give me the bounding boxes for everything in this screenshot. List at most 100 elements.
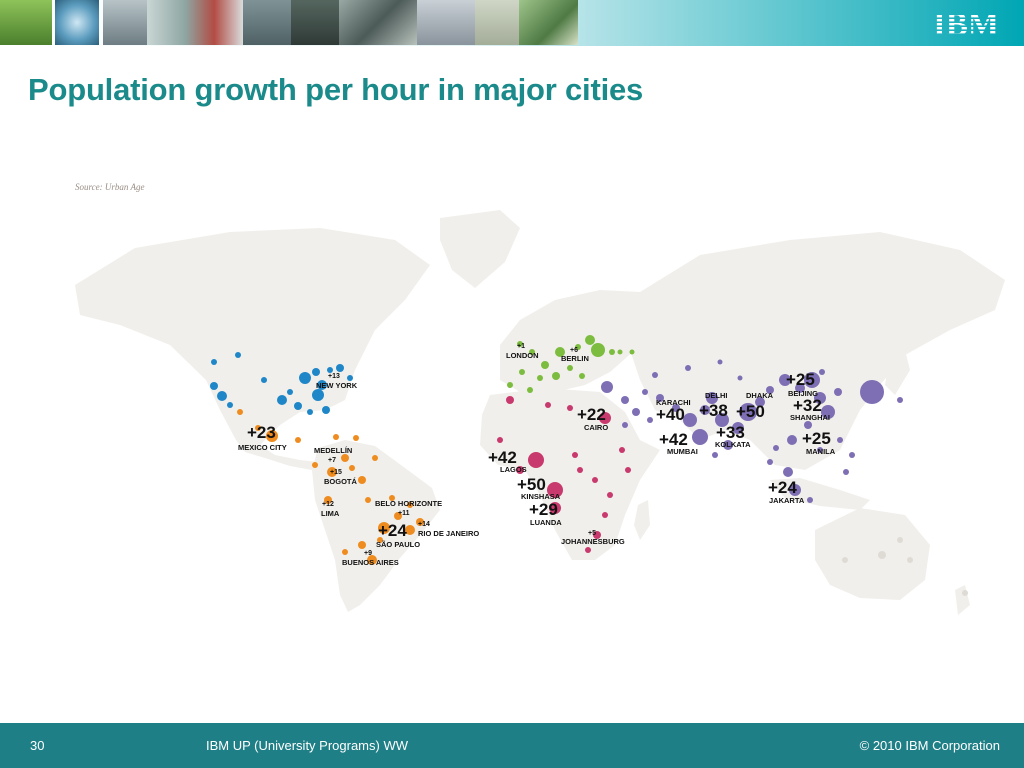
city-dot [795,383,805,393]
city-dot [210,382,218,390]
city-label: LAGOS [500,465,527,474]
growth-label: +38 [699,401,728,420]
city-label: SÃO PAULO [376,540,420,549]
city-dot [843,469,849,475]
thumbnail-map [475,0,519,45]
city-label: MUMBAI [667,447,698,456]
city-dot [814,392,826,404]
city-dot [599,412,611,424]
growth-label: +25 [802,429,831,448]
growth-label: +5 [588,530,596,537]
city-dot [519,369,525,375]
city-dot [767,459,773,465]
city-dot [962,590,968,596]
growth-label: +12 [322,501,334,508]
city-dot [907,557,913,563]
growth-label: +1 [517,343,525,350]
dots-africa [497,396,631,553]
city-dot [358,476,366,484]
city-dot [897,537,903,543]
thumbnail-screen [103,0,147,45]
city-label: RIO DE JANEIRO [418,529,479,538]
city-dot [779,374,791,386]
city-dot [715,413,729,427]
city-dot [389,495,395,501]
thumbnail-highway [339,0,417,45]
city-dot [367,555,377,565]
land-japan [885,350,910,395]
land-madagascar [634,500,650,540]
growth-label: +33 [716,423,745,442]
city-dot [787,435,797,445]
city-dot [549,502,561,514]
growth-label: +9 [364,550,372,557]
city-label: KOLKATA [715,440,751,449]
city-dot [591,343,605,357]
land-europe [500,290,650,392]
land-north-america [75,228,430,445]
city-dot [567,365,573,371]
city-dot [317,380,327,390]
ibm-logo-text: IBM [933,7,999,39]
city-dot [528,452,544,468]
city-dot [685,365,691,371]
land-asia [630,232,1005,470]
city-dot [327,467,337,477]
city-dot [706,392,718,404]
city-dot [842,557,848,563]
city-dot [527,387,533,393]
city-dot [652,372,658,378]
city-dot [683,413,697,427]
city-dot [405,525,415,535]
city-label: KINSHASA [521,492,561,501]
city-dot [349,465,355,471]
city-dot [739,403,757,421]
city-label: CAIRO [584,423,608,432]
land-masses [75,210,1005,615]
city-dot [656,394,664,402]
city-dot [878,551,886,559]
city-dot [607,492,613,498]
city-dot [541,361,549,369]
city-dot [834,388,842,396]
source-note: Source: Urban Age [75,182,145,192]
ibm-logo: IBM [933,7,999,39]
city-dot [804,421,812,429]
city-dot [717,359,723,365]
city-label: MEXICO CITY [238,443,287,452]
city-dot [672,404,680,412]
city-label: SHANGHAI [790,413,830,422]
city-dot [227,402,233,408]
land-greenland [440,210,520,288]
city-dot [295,437,301,443]
city-dot [821,405,835,419]
city-dot [255,425,261,431]
dots-latin-america [237,409,424,565]
city-dot [312,389,324,401]
city-dot [572,452,578,458]
growth-label: +24 [768,478,797,497]
city-dot [577,467,583,473]
copyright-text: © 2010 IBM Corporation [859,738,1000,753]
city-label: MEDELLÍN [314,446,352,455]
growth-label: +22 [577,405,606,424]
city-dot [552,372,560,380]
city-dot [755,397,765,407]
growth-label: +23 [247,423,276,442]
city-dot [632,408,640,416]
city-dot [353,435,359,441]
city-dot [700,405,710,415]
growth-label: +24 [378,521,407,540]
city-dot [819,369,825,375]
city-dot [609,349,615,355]
dots-oceania [842,537,968,596]
growth-label: +32 [793,396,822,415]
city-dot [416,518,424,526]
city-dot [601,381,613,393]
labels-africa: +22 CAIRO +42 LAGOS +50 KINSHASA +29 LUA… [488,405,625,546]
city-dot [307,409,313,415]
thumbnail-tree [0,0,52,45]
city-dot [602,512,608,518]
growth-label: +14 [418,521,430,528]
land-central-america [236,440,318,470]
